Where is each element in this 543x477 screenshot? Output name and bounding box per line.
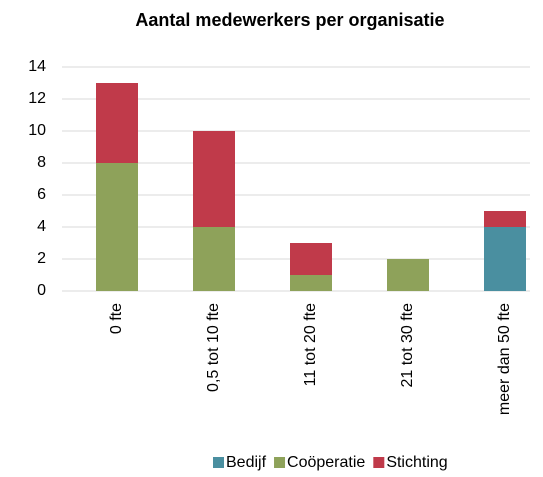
y-tick-label: 6 bbox=[37, 186, 46, 203]
x-tick-label: 21 tot 30 fte bbox=[399, 303, 416, 388]
legend-swatch bbox=[373, 457, 385, 468]
y-tick-label: 12 bbox=[28, 90, 46, 107]
y-tick-label: 14 bbox=[28, 58, 46, 75]
legend-swatch bbox=[213, 457, 224, 468]
y-tick-label: 10 bbox=[28, 122, 46, 139]
bar-segment bbox=[484, 227, 526, 291]
legend-label: Coöperatie bbox=[287, 454, 365, 471]
x-tick-label: meer dan 50 fte bbox=[496, 303, 513, 415]
bar-segment bbox=[193, 131, 235, 227]
bar-segment bbox=[96, 163, 138, 291]
chart-title: Aantal medewerkers per organisatie bbox=[135, 10, 444, 30]
bar-segment bbox=[484, 211, 526, 227]
bar-segment bbox=[290, 243, 332, 275]
y-tick-label: 2 bbox=[37, 250, 46, 267]
bar-segment bbox=[290, 275, 332, 291]
legend-swatch bbox=[274, 457, 286, 468]
x-tick-label: 11 tot 20 fte bbox=[302, 303, 319, 386]
legend-label: Bedijf bbox=[226, 454, 267, 471]
bar-segment bbox=[96, 83, 138, 163]
y-tick-label: 4 bbox=[37, 218, 46, 235]
y-tick-label: 0 bbox=[37, 282, 46, 299]
x-tick-label: 0,5 tot 10 fte bbox=[205, 303, 222, 392]
x-tick-label: 0 fte bbox=[108, 303, 125, 334]
bar-segment bbox=[193, 227, 235, 291]
y-tick-label: 8 bbox=[37, 154, 46, 171]
bar-segment bbox=[387, 259, 429, 291]
legend-label: Stichting bbox=[386, 454, 447, 471]
